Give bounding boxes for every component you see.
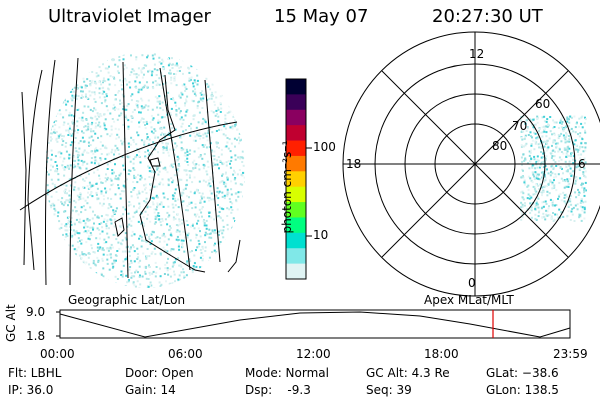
time-tick-1800: 18:00: [424, 347, 459, 361]
colorbar-segment: [286, 155, 306, 172]
polar-plot: [342, 31, 600, 297]
colorbar-segment: [286, 109, 306, 126]
mlt-label-12: 12: [469, 47, 485, 61]
colorbar-segment: [286, 94, 306, 111]
date-label: 15 May 07: [274, 6, 369, 27]
gain-label: Gain: 14: [125, 383, 176, 397]
time-tick-1200: 12:00: [296, 347, 331, 361]
glon-label: GLon: 138.5: [486, 383, 559, 397]
colorbar-segment: [286, 202, 306, 218]
polar-emission: [520, 115, 587, 222]
ip-label: IP: 36.0: [8, 383, 54, 397]
time-tick-0600: 06:00: [168, 347, 203, 361]
lat-label-70: 70: [512, 119, 528, 133]
geographic-panel-label: Geographic Lat/Lon: [68, 293, 186, 307]
seq-label: Seq: 39: [366, 383, 412, 397]
colorbar-segment: [286, 79, 306, 95]
time-label: 20:27:30 UT: [432, 6, 543, 27]
imagery-canvas: [19, 31, 600, 297]
uv-emission-disk: [45, 52, 245, 288]
colorbar-tick-100: 100: [313, 140, 336, 154]
instrument-title: Ultraviolet Imager: [48, 6, 211, 27]
lat-label-60: 60: [535, 97, 551, 111]
mlt-label-18: 18: [346, 157, 362, 171]
colorbar-tick-10: 10: [313, 228, 329, 242]
altitude-curve: [59, 311, 571, 338]
mlt-label-6: 6: [578, 157, 586, 171]
colorbar-segment: [286, 217, 306, 234]
alt-tick-9: 9.0: [26, 305, 46, 319]
alt-tick-1.8: 1.8: [26, 329, 46, 343]
colorbar-unit-label: photon cm⁻²s⁻¹: [280, 140, 294, 234]
filter-label: Flt: LBHL: [8, 366, 62, 380]
mode-label: Mode: Normal: [245, 366, 329, 380]
dsp-label: Dsp: -9.3: [245, 383, 311, 397]
colorbar: [285, 78, 312, 280]
time-tick-2359: 23:59: [553, 347, 588, 361]
colorbar-segment: [286, 140, 306, 157]
altitude-plot: [56, 309, 571, 339]
time-tick-0000: 00:00: [40, 347, 75, 361]
geographic-grid: [19, 57, 238, 286]
polar-panel-label: Apex MLat/MLT: [424, 293, 514, 307]
colorbar-segment: [286, 263, 306, 280]
altitude-axis-label: GC Alt: [4, 304, 18, 342]
colorbar-segment: [286, 248, 306, 265]
door-label: Door: Open: [125, 366, 194, 380]
coastline: [21, 69, 241, 273]
colorbar-segment: [286, 232, 306, 249]
glat-label: GLat: −38.6: [486, 366, 559, 380]
colorbar-segment: [286, 171, 306, 188]
colorbar-segment: [286, 186, 306, 203]
colorbar-segment: [286, 125, 306, 142]
mlt-label-0: 0: [468, 276, 476, 290]
gc-alt-label: GC Alt: 4.3 Re: [366, 366, 450, 380]
lat-label-80: 80: [492, 139, 508, 153]
